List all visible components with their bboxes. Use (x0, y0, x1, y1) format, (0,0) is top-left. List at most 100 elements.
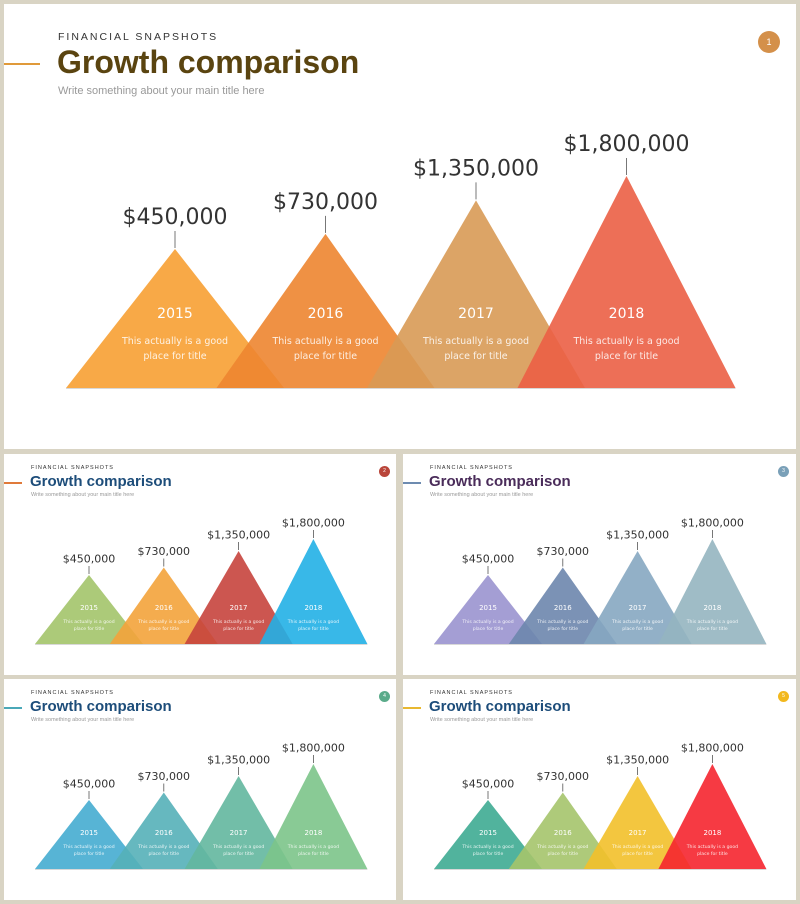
year-label: 2016 (554, 829, 572, 837)
slide-subtitle: Write something about your main title he… (430, 717, 534, 723)
caption-text: place for title (697, 851, 728, 857)
caption-text: place for title (595, 351, 658, 362)
caption-text: This actually is a good (137, 844, 189, 850)
title-accent-line (403, 707, 421, 709)
caption-text: place for title (74, 851, 105, 857)
value-label: $1,350,000 (413, 156, 539, 181)
eyebrow-label: FINANCIAL SNAPSHOTS (31, 465, 114, 471)
year-label: 2017 (629, 604, 647, 612)
slide-thumbnail-5[interactable]: $450,000 2015 This actually is a good place… (403, 679, 796, 900)
value-label: $730,000 (273, 190, 378, 215)
triangle-bar-2015 (434, 800, 542, 869)
caption-text: place for title (294, 351, 357, 362)
page-number-badge: 1 (758, 31, 780, 53)
triangle-bar-2015 (35, 800, 143, 869)
year-label: 2016 (554, 604, 572, 612)
title-accent-line (4, 707, 22, 709)
caption-text: place for title (548, 626, 579, 632)
year-label: 2017 (629, 829, 647, 837)
triangle-bar-2018 (658, 539, 767, 644)
value-label: $1,350,000 (606, 754, 669, 767)
caption-text: This actually is a good (461, 844, 513, 850)
triangle-bar-2016 (109, 792, 218, 869)
value-label: $1,800,000 (681, 517, 744, 530)
caption-text: place for title (149, 626, 180, 632)
caption-text: This actually is a good (611, 844, 663, 850)
caption-text: This actually is a good (686, 619, 738, 625)
caption-text: This actually is a good (686, 844, 738, 850)
caption-text: This actually is a good (611, 619, 663, 625)
caption-text: place for title (143, 351, 206, 362)
year-label: 2018 (304, 829, 322, 837)
value-label: $1,800,000 (564, 132, 690, 157)
triangle-bar-2018 (259, 764, 368, 869)
caption-text: place for title (149, 851, 180, 857)
year-label: 2018 (304, 604, 322, 612)
year-label: 2018 (609, 306, 645, 322)
value-label: $450,000 (462, 553, 515, 566)
caption-text: place for title (473, 851, 504, 857)
caption-text: place for title (74, 626, 105, 632)
caption-text: This actually is a good (287, 619, 339, 625)
year-label: 2015 (157, 306, 193, 322)
slide-thumbnail-4[interactable]: $450,000 2015 This actually is a good place… (4, 679, 396, 900)
triangle-bar-2015 (434, 575, 542, 644)
slide-title: Growth comparison (30, 473, 172, 490)
slide-title: Growth comparison (57, 44, 360, 80)
caption-text: This actually is a good (461, 619, 513, 625)
value-label: $730,000 (537, 545, 590, 558)
value-label: $1,350,000 (207, 529, 270, 542)
eyebrow-label: FINANCIAL SNAPSHOTS (31, 690, 114, 696)
value-label: $1,800,000 (681, 742, 744, 755)
triangle-bar-2016 (109, 567, 218, 644)
value-label: $450,000 (63, 778, 116, 791)
caption-text: place for title (298, 626, 329, 632)
year-label: 2016 (308, 306, 344, 322)
year-label: 2016 (155, 604, 173, 612)
caption-text: place for title (223, 626, 254, 632)
year-label: 2018 (703, 829, 721, 837)
caption-text: place for title (223, 851, 254, 857)
caption-text: This actually is a good (62, 844, 114, 850)
caption-text: This actually is a good (271, 336, 378, 347)
caption-text: place for title (473, 626, 504, 632)
caption-text: This actually is a good (422, 336, 529, 347)
year-label: 2017 (458, 306, 494, 322)
caption-text: place for title (548, 851, 579, 857)
value-label: $730,000 (138, 770, 191, 783)
caption-text: This actually is a good (212, 619, 264, 625)
triangle-bar-2018 (658, 764, 767, 869)
page-number-badge: 3 (778, 466, 789, 477)
slide-subtitle: Write something about your main title he… (58, 85, 265, 97)
caption-text: This actually is a good (212, 844, 264, 850)
eyebrow-label: FINANCIAL SNAPSHOTS (430, 465, 513, 471)
year-label: 2015 (479, 604, 497, 612)
caption-text: place for title (444, 351, 507, 362)
eyebrow-label: FINANCIAL SNAPSHOTS (430, 690, 513, 696)
triangle-bar-2017 (583, 776, 692, 869)
slide-thumbnail-2[interactable]: $450,000 2015 This actually is a good place… (4, 454, 396, 675)
caption-text: place for title (697, 626, 728, 632)
value-label: $730,000 (537, 770, 590, 783)
eyebrow-label: FINANCIAL SNAPSHOTS (58, 31, 219, 43)
slide-subtitle: Write something about your main title he… (31, 492, 135, 498)
triangle-bar-2018 (517, 176, 736, 388)
slide-title: Growth comparison (429, 698, 571, 715)
slide-thumbnail-3[interactable]: $450,000 2015 This actually is a good place… (403, 454, 796, 675)
value-label: $1,800,000 (282, 517, 345, 530)
value-label: $1,350,000 (207, 754, 270, 767)
caption-text: This actually is a good (536, 619, 588, 625)
year-label: 2017 (230, 604, 248, 612)
triangle-bar-2017 (583, 551, 692, 644)
page-number-badge: 4 (379, 691, 390, 702)
caption-text: place for title (298, 851, 329, 857)
value-label: $1,350,000 (606, 529, 669, 542)
caption-text: place for title (622, 626, 653, 632)
page-number-badge: 5 (778, 691, 789, 702)
value-label: $450,000 (63, 553, 116, 566)
title-accent-line (4, 482, 22, 484)
